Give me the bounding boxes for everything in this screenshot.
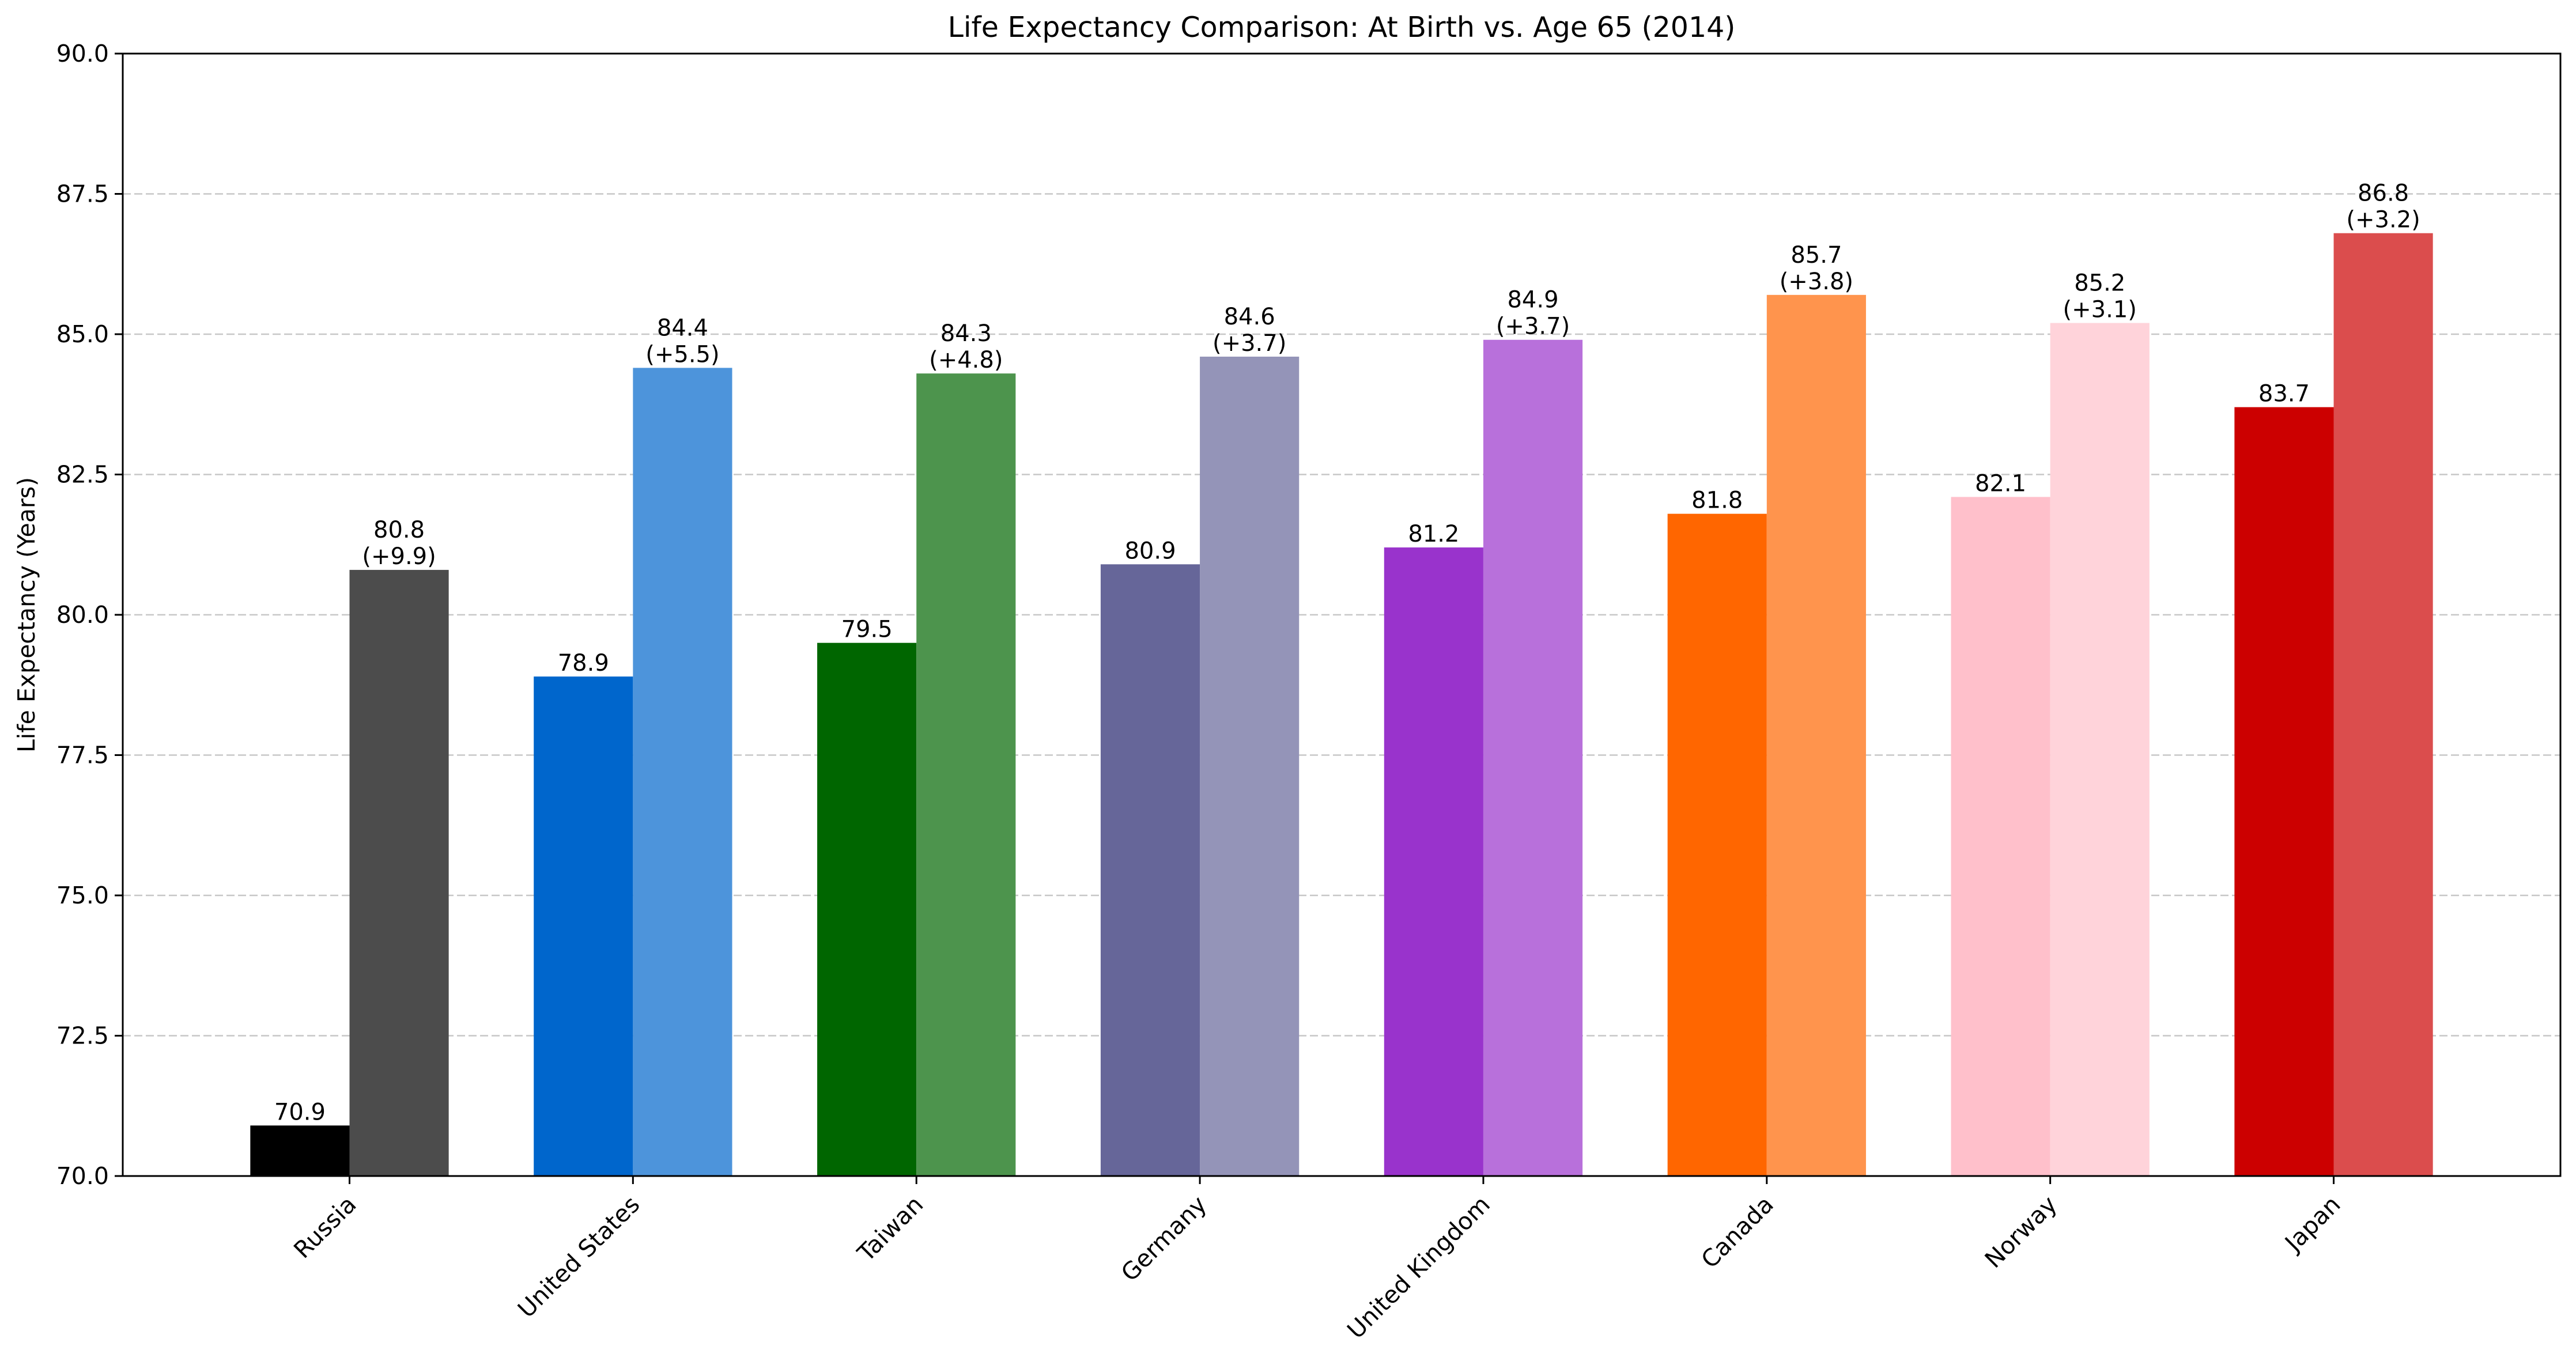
bar-value-label: 83.7 [2258, 381, 2310, 407]
bar-at-birth [1951, 497, 2050, 1177]
y-tick-label: 72.5 [56, 1022, 109, 1050]
bar-at-birth [1667, 513, 1767, 1177]
bar-value-label: 70.9 [274, 1099, 326, 1125]
data-labels: 70.9 80.8(+9.9) 78.9 84.4(+5.5) 79.5 84.3(+4.… [274, 180, 2420, 1126]
bar-gain-label: (+3.7) [1213, 330, 1286, 357]
bar-gain-label: (+3.2) [2346, 207, 2420, 233]
bar-value-label: 84.6 [1224, 304, 1275, 330]
bar-gain-label: (+3.8) [1780, 269, 1853, 295]
bar-value-label: 84.4 [657, 315, 708, 341]
bar-gain-label: (+3.7) [1496, 313, 1570, 340]
y-tick-label: 85.0 [56, 320, 109, 348]
y-gridlines [123, 193, 2560, 1037]
bar-gain-label: (+5.5) [645, 341, 719, 368]
bar-at-age-65 [1483, 339, 1583, 1176]
bar-at-birth [1100, 564, 1200, 1176]
bar-gain-label: (+3.1) [2063, 297, 2137, 323]
y-tick-label: 80.0 [56, 601, 109, 629]
bar-at-age-65 [633, 368, 732, 1177]
bars [250, 233, 2433, 1177]
bar-at-birth [817, 642, 917, 1176]
y-axis-ticks: 70.0 72.5 75.0 77.5 80.0 82.5 85.0 87.5 90.0 [56, 40, 123, 1190]
bar-at-birth [250, 1125, 350, 1176]
bar-value-label: 79.5 [841, 617, 893, 643]
bar-gain-label: (+9.9) [362, 543, 436, 570]
bar-value-label: 80.8 [373, 517, 425, 543]
bar-at-age-65 [1200, 356, 1300, 1177]
bar-at-age-65 [2050, 323, 2150, 1176]
y-tick-label: 70.0 [56, 1162, 109, 1190]
bar-value-label: 80.9 [1124, 538, 1176, 564]
chart-title: Life Expectancy Comparison: At Birth vs.… [948, 11, 1736, 44]
y-tick-label: 77.5 [56, 742, 109, 769]
bar-at-age-65 [916, 373, 1016, 1177]
bar-gain-label: (+4.8) [929, 347, 1003, 373]
bar-value-label: 85.7 [1791, 242, 1842, 269]
bar-value-label: 78.9 [558, 650, 609, 676]
bar-at-age-65 [349, 570, 449, 1176]
bar-at-birth [534, 676, 633, 1176]
bar-at-birth [2234, 407, 2334, 1176]
bar-value-label: 82.1 [1975, 470, 2026, 497]
y-tick-label: 75.0 [56, 882, 109, 909]
y-tick-label: 82.5 [56, 461, 109, 489]
bar-value-label: 85.2 [2074, 270, 2125, 297]
bar-at-age-65 [1766, 294, 1866, 1176]
bar-value-label: 81.2 [1408, 521, 1459, 547]
bar-at-age-65 [2333, 233, 2433, 1177]
bar-value-label: 81.8 [1691, 487, 1743, 514]
y-tick-label: 90.0 [56, 40, 109, 67]
bar-value-label: 84.3 [940, 320, 992, 347]
bar-at-birth [1384, 547, 1483, 1176]
bar-value-label: 86.8 [2358, 180, 2409, 207]
y-tick-label: 87.5 [56, 180, 109, 208]
y-axis-label: Life Expectancy (Years) [13, 477, 40, 753]
bar-value-label: 84.9 [1507, 287, 1558, 313]
